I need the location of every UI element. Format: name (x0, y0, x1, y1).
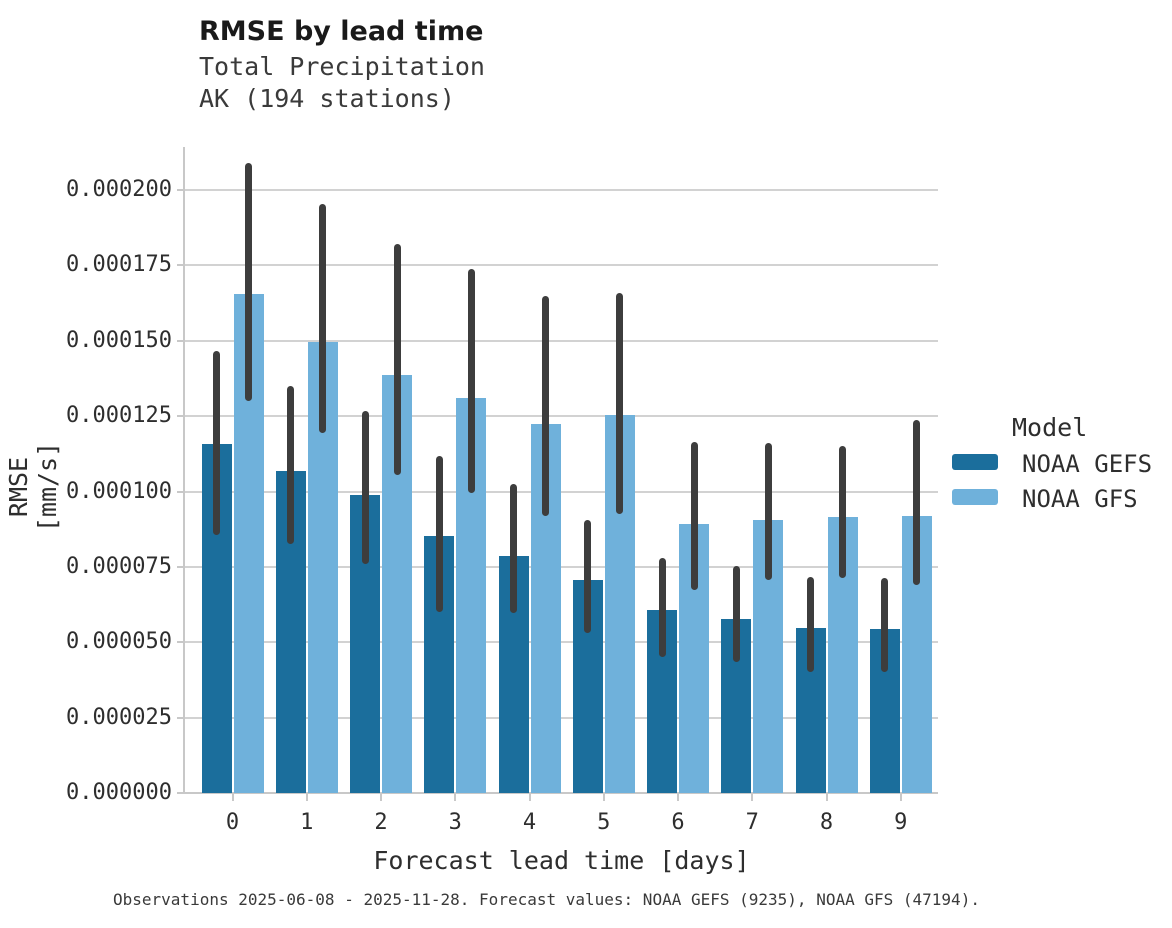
y-tick-mark (177, 339, 185, 342)
errorbar-noaa-gfs-lead-4 (542, 296, 549, 517)
y-tick-label: 0.000025 (66, 704, 172, 730)
gridline (185, 490, 938, 493)
x-axis-label: Forecast lead time [days] (373, 846, 750, 875)
y-tick-label: 0.000200 (66, 177, 172, 203)
x-tick-label-5: 5 (597, 810, 611, 835)
y-tick-label: 0.000150 (66, 327, 172, 353)
y-tick-label: 0.000100 (66, 478, 172, 504)
errorbar-noaa-gefs-lead-6 (658, 557, 666, 658)
x-tick-mark (899, 794, 902, 801)
x-tick-mark (454, 794, 457, 801)
x-tick-label-1: 1 (300, 810, 314, 835)
x-tick-label-9: 9 (894, 810, 908, 835)
x-tick-mark (602, 794, 605, 801)
x-tick-label-3: 3 (448, 810, 462, 835)
errorbar-noaa-gefs-lead-8 (807, 576, 814, 673)
gridline (185, 339, 938, 342)
x-tick-label-8: 8 (819, 810, 834, 835)
errorbar-noaa-gefs-lead-4 (510, 484, 517, 614)
legend-swatch-noaa-gefs (952, 454, 998, 470)
x-tick-mark (528, 794, 531, 801)
x-tick-label-7: 7 (745, 810, 759, 835)
errorbar-noaa-gfs-lead-6 (690, 442, 698, 590)
gridline (185, 189, 938, 192)
chart-subtitle-region: AK (194 stations) (199, 84, 455, 113)
x-axis-line (185, 792, 938, 794)
x-tick-label-0: 0 (225, 810, 240, 835)
chart-title: RMSE by lead time (199, 16, 484, 47)
y-tick-mark (177, 641, 185, 644)
errorbar-noaa-gfs-lead-0 (245, 162, 252, 402)
x-tick-label-6: 6 (671, 810, 685, 835)
errorbar-noaa-gefs-lead-7 (732, 566, 740, 663)
errorbar-noaa-gefs-lead-3 (435, 456, 443, 612)
legend-label-noaa-gefs: NOAA GEFS (1022, 450, 1153, 478)
errorbar-noaa-gefs-lead-1 (287, 386, 295, 545)
x-tick-mark (380, 794, 382, 801)
errorbar-noaa-gfs-lead-8 (839, 445, 846, 579)
x-tick-mark (305, 794, 308, 801)
x-tick-mark (825, 794, 828, 801)
legend-label-noaa-gfs: NOAA GFS (1022, 485, 1138, 513)
gridline (185, 415, 938, 418)
y-tick-mark (177, 415, 185, 418)
x-tick-label-2: 2 (374, 810, 388, 835)
x-tick-label-4: 4 (522, 810, 537, 835)
y-tick-mark (177, 565, 185, 568)
x-tick-mark (677, 794, 679, 801)
y-tick-label: 0.000050 (66, 629, 172, 655)
legend-title: Model (1012, 413, 1088, 442)
y-tick-label: 0.000175 (66, 252, 172, 278)
y-tick-label: 0.000075 (66, 553, 172, 579)
gridline (185, 716, 938, 719)
errorbar-noaa-gefs-lead-2 (361, 410, 369, 564)
errorbar-noaa-gfs-lead-5 (616, 292, 624, 514)
y-tick-mark (177, 716, 185, 719)
errorbar-noaa-gfs-lead-7 (764, 443, 772, 580)
y-tick-mark (177, 264, 185, 267)
errorbar-noaa-gfs-lead-1 (319, 203, 327, 433)
y-tick-mark (177, 189, 185, 192)
chart-subtitle-variable: Total Precipitation (199, 52, 485, 81)
figure-caption: Observations 2025-06-08 - 2025-11-28. Fo… (113, 890, 980, 909)
errorbar-noaa-gfs-lead-3 (467, 269, 475, 494)
errorbar-noaa-gefs-lead-0 (213, 351, 220, 536)
y-tick-mark (177, 792, 185, 794)
x-tick-mark (231, 794, 234, 801)
gridline (185, 565, 938, 568)
errorbar-noaa-gefs-lead-9 (881, 577, 889, 672)
x-tick-mark (751, 794, 754, 801)
errorbar-noaa-gefs-lead-5 (584, 520, 592, 633)
y-tick-mark (177, 490, 185, 493)
gridline (185, 264, 938, 267)
gridline (185, 641, 938, 644)
y-tick-label: 0.000000 (66, 780, 172, 805)
errorbar-noaa-gfs-lead-2 (393, 244, 401, 475)
y-axis-line (183, 147, 185, 794)
errorbar-noaa-gfs-lead-9 (913, 419, 921, 585)
y-tick-label: 0.000125 (66, 403, 172, 429)
legend-swatch-noaa-gfs (952, 489, 998, 505)
